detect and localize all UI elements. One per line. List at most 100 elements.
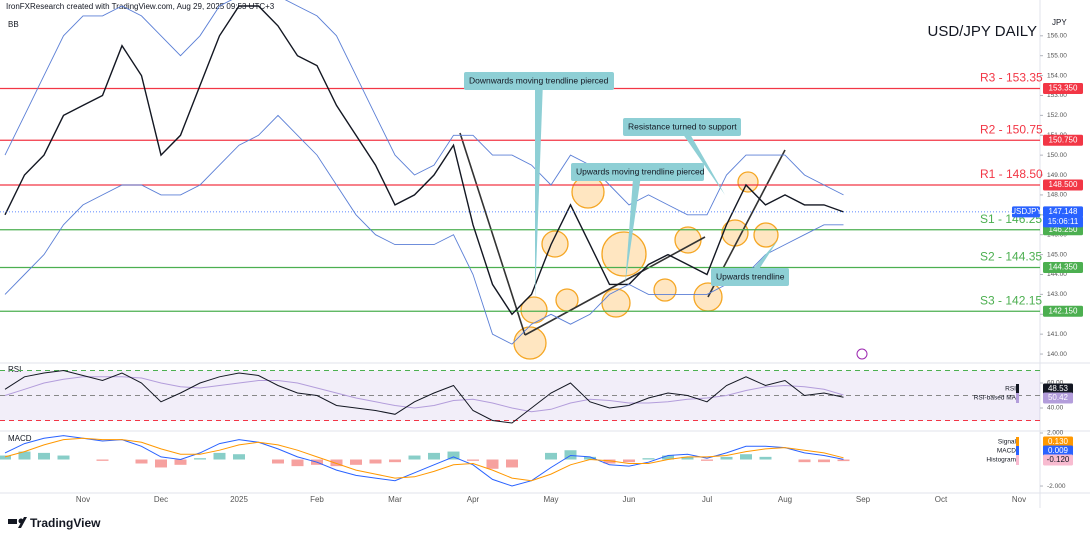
histogram-bar (194, 458, 206, 460)
histogram-bar (174, 459, 187, 465)
x-tick-label: Dec (154, 495, 168, 504)
histogram-bar (369, 459, 382, 464)
annotation-pointer (535, 81, 543, 300)
annotation-text: Upwards trendline (716, 271, 785, 281)
y-tick-label: 150.00 (1047, 152, 1067, 159)
histogram-bar (155, 459, 167, 468)
annotation-box (464, 72, 614, 90)
annotation-box (571, 163, 704, 181)
histogram-bar (642, 458, 655, 460)
histogram-bar (330, 459, 343, 467)
histogram-bar (233, 454, 245, 460)
y-tick-label: -2.000 (1047, 483, 1066, 490)
histogram-bar (57, 455, 70, 460)
legend-swatch (1016, 393, 1019, 403)
histogram-bar (0, 455, 11, 460)
x-tick-label: Aug (778, 495, 792, 504)
x-tick-label: Jul (702, 495, 712, 504)
x-tick-label: Oct (935, 495, 948, 504)
price-tag (1043, 216, 1083, 228)
histogram-bar (447, 451, 460, 460)
price-tag (1012, 206, 1040, 218)
price-tag-label: 15:06:11 (1048, 217, 1079, 226)
y-tick-label: 154.00 (1047, 72, 1067, 79)
annotation-text: Downwards moving trendline pierced (469, 75, 609, 85)
legend-swatch (1016, 437, 1019, 447)
histogram-bar (389, 459, 401, 463)
x-tick-label: Nov (76, 495, 90, 504)
price-tag-label: 142.150 (1049, 306, 1078, 315)
histogram-bar (467, 459, 479, 461)
y-tick-label: 149.00 (1047, 172, 1067, 179)
histogram-bar (38, 452, 50, 460)
legend-label: RSI (1005, 386, 1016, 393)
bollinger-band (4, 0, 844, 216)
histogram-bar (486, 459, 499, 469)
price-tag (1043, 262, 1083, 274)
macd-line (4, 435, 844, 487)
x-tick-label: 2025 (230, 495, 248, 504)
histogram-bar (701, 459, 713, 461)
histogram-bar (681, 456, 694, 460)
histogram-bar (408, 455, 421, 460)
y-tick-label: 60.00 (1047, 380, 1064, 387)
y-tick-label: 2.000 (1047, 430, 1064, 437)
x-tick-label: Sep (856, 495, 871, 504)
annotation: Resistance turned to support (623, 118, 741, 195)
price-tag (1043, 436, 1073, 448)
rsi-line (4, 376, 844, 413)
y-tick-label: 141.00 (1047, 331, 1067, 338)
histogram-bar (272, 459, 284, 464)
level-label: S3 - 142.15 (980, 293, 1042, 307)
price-tag-label: 146.250 (1049, 225, 1078, 234)
x-tick-label: Apr (467, 495, 480, 504)
legend-label: Signal (998, 439, 1017, 446)
annotation-text: Resistance turned to support (628, 121, 737, 131)
x-tick-label: May (543, 495, 558, 504)
price-tag-label: 150.750 (1049, 135, 1078, 144)
price-tag (1043, 179, 1083, 191)
legend-label: MACD (997, 448, 1016, 455)
annotation: Upwards trendline (711, 240, 789, 286)
y-tick-label: 156.00 (1047, 33, 1067, 40)
price-tag (1043, 383, 1073, 395)
price-tag (1043, 454, 1073, 466)
histogram-bar (564, 450, 577, 460)
price-tag (1043, 445, 1073, 457)
highlights (513, 171, 779, 360)
histogram-bar (798, 459, 811, 463)
histogram-bar (662, 455, 674, 460)
x-tick-label: Nov (1012, 495, 1026, 504)
annotation-pointer (746, 240, 778, 277)
price-line (4, 5, 844, 316)
price-tag-label: 48.53 (1048, 384, 1069, 393)
annotation-box (711, 268, 789, 286)
histogram-bar (837, 459, 850, 462)
y-tick-label: 152.00 (1047, 112, 1067, 119)
histogram-bar (623, 459, 635, 463)
y-tick-label: 155.00 (1047, 52, 1067, 59)
histogram-bar (506, 459, 518, 468)
histogram-bar (740, 454, 752, 460)
bollinger-band (4, 114, 844, 345)
rsi-title: RSI (8, 365, 21, 374)
legend-swatch (1016, 446, 1019, 456)
histogram-bar (818, 459, 830, 463)
price-plot (0, 0, 1040, 345)
y-tick-label: 140.00 (1047, 351, 1067, 358)
price-tag-label: 147.148 (1049, 207, 1078, 216)
x-tick-label: Mar (388, 495, 402, 504)
histogram-bar (759, 456, 772, 460)
source: IronFXResearch created with TradingView.… (6, 2, 275, 11)
level-label: R1 - 148.50 (980, 167, 1043, 181)
annotation-box (623, 118, 741, 136)
price-tag-label: USDJPY (1010, 207, 1042, 216)
alert-icon (856, 348, 868, 360)
price-tag-label: -0.120 (1047, 455, 1070, 464)
histogram-bar (135, 459, 148, 464)
legend-label: Histogram (986, 457, 1016, 464)
histogram-bar (584, 456, 596, 460)
histogram-bar (350, 459, 362, 465)
price-tag (1043, 83, 1083, 95)
